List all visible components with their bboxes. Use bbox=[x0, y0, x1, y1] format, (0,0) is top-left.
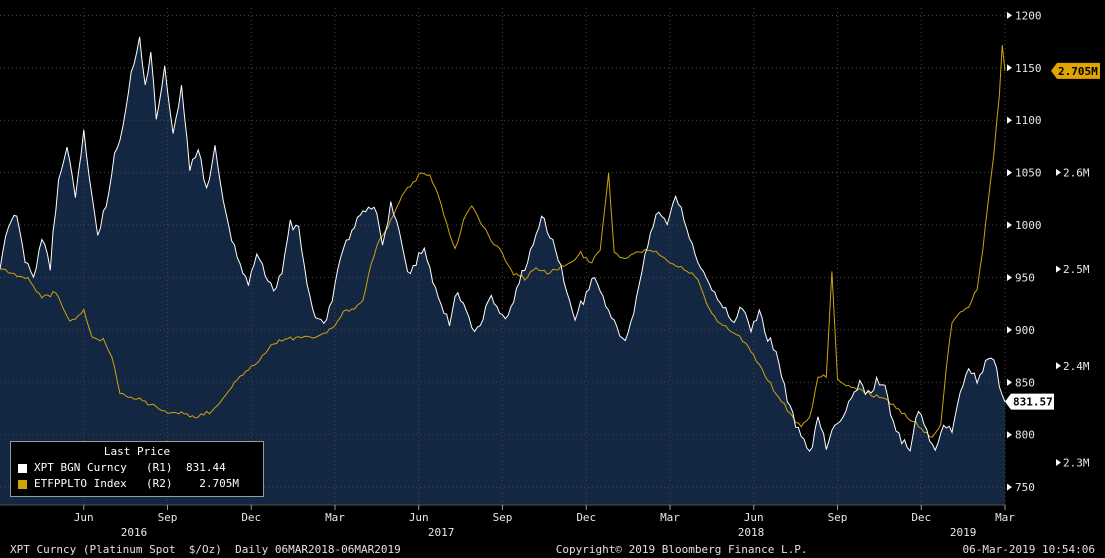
price-tick-label: 1150 bbox=[1015, 62, 1042, 75]
last-price-badge-label: 831.57 bbox=[1013, 396, 1053, 409]
month-tick-label: Sep bbox=[493, 511, 513, 524]
month-tick-label: Jun bbox=[744, 511, 764, 524]
month-tick-label: Mar bbox=[660, 511, 680, 524]
chart-legend: Last Price XPT BGN Curncy (R1) 831.44 ET… bbox=[10, 441, 264, 497]
axis-tick-icon bbox=[1056, 265, 1061, 273]
legend-series-name: ETFPPLTO Index bbox=[34, 477, 127, 490]
holdings-tick-label: 2.3M bbox=[1063, 456, 1090, 469]
price-tick-label: 950 bbox=[1015, 271, 1035, 284]
axis-tick-icon bbox=[1007, 169, 1012, 177]
year-label: 2019 bbox=[950, 526, 977, 539]
footer-timestamp: 06-Mar-2019 10:54:06 bbox=[962, 542, 1095, 556]
month-tick-label: Dec bbox=[911, 511, 931, 524]
legend-item-etf[interactable]: ETFPPLTO Index (R2) 2.705M bbox=[18, 476, 256, 492]
axis-tick-icon bbox=[1007, 11, 1012, 19]
right-axis-holdings: 2.3M 2.4M 2.5M 2.6M 2.705M bbox=[1051, 62, 1100, 469]
grid-lines bbox=[0, 8, 1006, 505]
year-label: 2016 bbox=[121, 526, 148, 539]
xpt-area-fill bbox=[0, 36, 1005, 506]
last-price-badge bbox=[1005, 393, 1054, 410]
axis-tick-icon bbox=[1007, 116, 1012, 124]
axis-tick-icon bbox=[1056, 168, 1061, 176]
axis-tick-icon bbox=[1007, 64, 1012, 72]
price-tick-label: 1100 bbox=[1015, 114, 1042, 127]
price-tick-label: 1050 bbox=[1015, 167, 1042, 180]
etf-holdings-line bbox=[0, 45, 1006, 438]
price-chart[interactable]: 750 800 850 900 950 1000 1050 1100 1150 1200 831.5… bbox=[0, 0, 1105, 540]
legend-item-xpt[interactable]: XPT BGN Curncy (R1) 831.44 bbox=[18, 460, 256, 476]
etf-last-value-badge-label: 2.705M bbox=[1058, 65, 1098, 78]
etf-last-value-badge bbox=[1051, 62, 1100, 79]
axis-tick-icon bbox=[1007, 431, 1012, 439]
footer-copyright: Copyright© 2019 Bloomberg Finance L.P. bbox=[555, 542, 808, 556]
status-bar: XPT Curncy (Platinum Spot $/Oz) Daily 06… bbox=[0, 540, 1105, 558]
legend-series-axis: (R1) bbox=[146, 461, 173, 474]
price-tick-label: 850 bbox=[1015, 376, 1035, 389]
axis-tick-icon bbox=[1007, 221, 1012, 229]
price-tick-label: 900 bbox=[1015, 324, 1035, 337]
legend-series-name: XPT BGN Curncy bbox=[34, 461, 127, 474]
right-axis-price: 750 800 850 900 950 1000 1050 1100 1150 1200 831.5… bbox=[1005, 9, 1054, 494]
legend-series-axis: (R2) bbox=[146, 477, 173, 490]
year-label: 2017 bbox=[428, 526, 455, 539]
month-tick-label: Jun bbox=[74, 511, 94, 524]
month-tick-label: Mar bbox=[995, 511, 1015, 524]
month-tick-label: Dec bbox=[576, 511, 596, 524]
legend-title: Last Price bbox=[103, 445, 171, 458]
price-tick-label: 1200 bbox=[1015, 9, 1042, 22]
holdings-tick-label: 2.4M bbox=[1063, 360, 1090, 373]
year-label: 2018 bbox=[738, 526, 765, 539]
month-tick-label: Mar bbox=[325, 511, 345, 524]
series-lines bbox=[0, 36, 1006, 453]
axis-tick-icon bbox=[1007, 273, 1012, 281]
xpt-series-swatch bbox=[18, 463, 27, 473]
axis-tick-icon bbox=[1056, 458, 1061, 466]
holdings-tick-label: 2.5M bbox=[1063, 263, 1090, 276]
legend-series-value: 831.44 bbox=[186, 461, 226, 474]
legend-series-value: 2.705M bbox=[186, 477, 239, 490]
footer-security-info: XPT Curncy (Platinum Spot $/Oz) Daily 06… bbox=[10, 542, 401, 556]
month-tick-label: Sep bbox=[828, 511, 848, 524]
price-tick-label: 750 bbox=[1015, 481, 1035, 494]
price-tick-label: 1000 bbox=[1015, 219, 1042, 232]
month-tick-label: Dec bbox=[241, 511, 261, 524]
etf-series-swatch bbox=[18, 479, 27, 489]
axis-tick-icon bbox=[1007, 378, 1012, 386]
month-tick-label: Jun bbox=[409, 511, 429, 524]
platinum-price-line bbox=[0, 36, 1006, 453]
axis-tick-icon bbox=[1056, 362, 1061, 370]
axis-tick-icon bbox=[1007, 326, 1012, 334]
month-tick-label: Sep bbox=[158, 511, 178, 524]
axis-tick-icon bbox=[1007, 483, 1012, 491]
holdings-tick-label: 2.6M bbox=[1063, 166, 1090, 179]
xpt-area-group bbox=[0, 36, 1005, 506]
x-axis: Jun Sep Dec Mar Jun Sep Dec Mar Jun Sep Dec Mar 2016… bbox=[0, 504, 1015, 539]
price-tick-label: 800 bbox=[1015, 429, 1035, 442]
